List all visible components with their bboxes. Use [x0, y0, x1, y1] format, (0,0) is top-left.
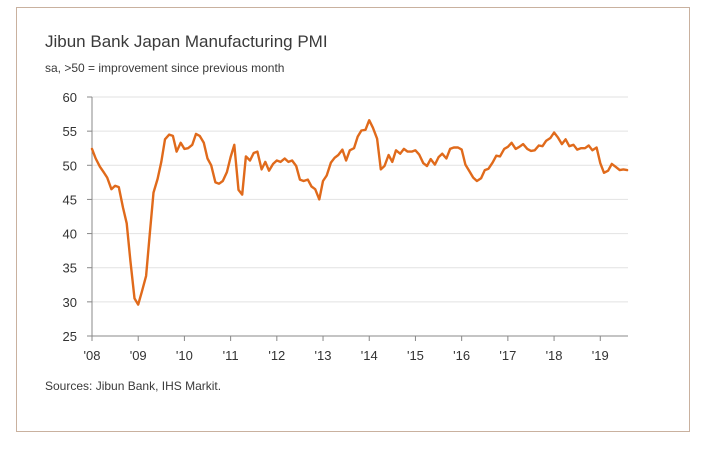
x-tick-label: '14: [361, 348, 378, 363]
series-line-pmi: [90, 119, 629, 306]
x-tick-label: '19: [592, 348, 609, 363]
y-axis: 25 30 35 40 45 50 55 60: [63, 90, 93, 344]
y-tick-label: 35: [63, 261, 77, 276]
chart-subtitle: sa, >50 = improvement since previous mon…: [45, 61, 285, 75]
y-tick-label: 50: [63, 158, 77, 173]
y-tick-label: 30: [63, 295, 77, 310]
x-tick-label: '15: [407, 348, 424, 363]
y-tick-label: 60: [63, 90, 77, 105]
x-tick-label: '17: [499, 348, 516, 363]
chart-frame: [16, 7, 690, 432]
x-tick-label: '09: [130, 348, 147, 363]
x-tick-label: '10: [176, 348, 193, 363]
series-group: [90, 119, 629, 306]
y-tick-label: 40: [63, 227, 77, 242]
x-tick-label: '16: [453, 348, 470, 363]
x-axis: '08 '09 '10 '11 '12 '13 '14 '15 '16 '17 '18 '19: [84, 335, 628, 363]
x-tick-label: '18: [546, 348, 563, 363]
y-tick-label: 45: [63, 192, 77, 207]
x-tick-label: '08: [84, 348, 101, 363]
y-tick-label: 55: [63, 124, 77, 139]
chart-source: Sources: Jibun Bank, IHS Markit.: [45, 379, 222, 393]
x-tick-label: '12: [268, 348, 285, 363]
x-tick-label: '13: [315, 348, 332, 363]
chart-title: Jibun Bank Japan Manufacturing PMI: [45, 32, 328, 51]
y-tick-label: 25: [63, 329, 77, 344]
x-tick-label: '11: [223, 348, 239, 363]
